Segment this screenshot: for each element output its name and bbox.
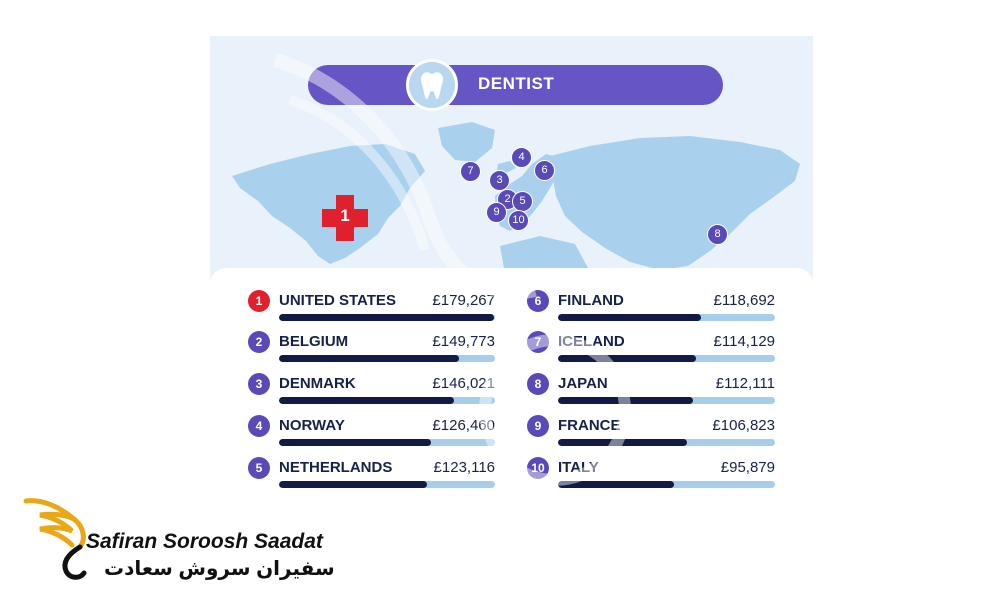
ranking-row: 8 JAPAN £112,111 — [527, 373, 775, 407]
header-banner — [308, 65, 723, 105]
swan-wing-logo — [22, 493, 102, 581]
salary-bar — [279, 397, 455, 404]
salary-bar — [279, 481, 427, 488]
salary-bar-track — [558, 314, 775, 321]
first-place-number: 1 — [340, 206, 350, 225]
salary-bar-track — [558, 481, 775, 488]
salary-bar-track — [279, 481, 495, 488]
map-pin: 10 — [508, 210, 529, 231]
country-name: NETHERLANDS — [279, 459, 393, 476]
rank-badge: 10 — [527, 457, 549, 479]
infographic-card: 1 7 4 6 3 2 5 9 10 8 DENTIST 1 UNITED STA… — [210, 36, 813, 508]
salary-bar — [558, 439, 687, 446]
ranking-row: 6 FINLAND £118,692 — [527, 290, 775, 324]
salary-bar — [558, 481, 674, 488]
rank-badge: 3 — [248, 373, 270, 395]
salary-bar — [558, 397, 694, 404]
salary-bar-track — [279, 439, 495, 446]
map-pin: 9 — [486, 202, 507, 223]
salary-bar — [558, 355, 696, 362]
map-pin: 4 — [511, 147, 532, 168]
ranking-row: 3 DENMARK £146,021 — [248, 373, 495, 407]
world-map-land — [232, 122, 800, 274]
country-name: FRANCE — [558, 417, 621, 434]
salary-bar-track — [558, 355, 775, 362]
country-name: UNITED STATES — [279, 292, 396, 309]
ranking-row: 1 UNITED STATES £179,267 — [248, 290, 495, 324]
map-pin: 5 — [512, 191, 533, 212]
country-name: JAPAN — [558, 375, 608, 392]
brand-name-persian: سفیران سروش سعادت — [104, 558, 335, 580]
salary-bar-track — [279, 397, 495, 404]
salary-value: £112,111 — [715, 375, 775, 392]
rank-badge: 7 — [527, 331, 549, 353]
salary-bar-track — [279, 355, 495, 362]
salary-bar-track — [279, 314, 495, 321]
country-name: DENMARK — [279, 375, 356, 392]
tooth-icon — [406, 59, 458, 111]
country-name: NORWAY — [279, 417, 345, 434]
first-place-marker: 1 — [322, 195, 368, 241]
salary-value: £95,879 — [720, 459, 775, 476]
salary-value: £126,460 — [432, 417, 495, 434]
country-name: BELGIUM — [279, 333, 349, 350]
rank-badge: 1 — [248, 290, 270, 312]
salary-bar-track — [558, 439, 775, 446]
ranking-row: 5 NETHERLANDS £123,116 — [248, 457, 495, 491]
rank-badge: 8 — [527, 373, 549, 395]
country-name: FINLAND — [558, 292, 624, 309]
brand-name-english: Safiran Soroosh Saadat — [86, 530, 323, 553]
ranking-row: 10 ITALY £95,879 — [527, 457, 775, 491]
map-pin: 6 — [534, 160, 555, 181]
country-name: ITALY — [558, 459, 599, 476]
salary-value: £123,116 — [433, 459, 495, 476]
ranking-row: 9 FRANCE £106,823 — [527, 415, 775, 449]
map-pin: 3 — [489, 170, 510, 191]
salary-bar — [279, 355, 459, 362]
salary-bar — [558, 314, 701, 321]
salary-value: £146,021 — [432, 375, 495, 392]
map-pin: 7 — [460, 161, 481, 182]
salary-value: £106,823 — [712, 417, 775, 434]
country-name: ICELAND — [558, 333, 625, 350]
ranking-row: 4 NORWAY £126,460 — [248, 415, 495, 449]
rank-badge: 6 — [527, 290, 549, 312]
map-pin: 8 — [707, 224, 728, 245]
salary-value: £179,267 — [432, 292, 495, 309]
salary-bar — [279, 314, 495, 321]
rank-badge: 4 — [248, 415, 270, 437]
salary-value: £114,129 — [713, 333, 775, 350]
ranking-row: 2 BELGIUM £149,773 — [248, 331, 495, 365]
rank-badge: 9 — [527, 415, 549, 437]
salary-value: £149,773 — [432, 333, 495, 350]
salary-bar-track — [558, 397, 775, 404]
header-title: DENTIST — [478, 74, 555, 93]
rank-badge: 2 — [248, 331, 270, 353]
ranking-list: 1 UNITED STATES £179,267 2 BELGIUM £149,773 3 D… — [210, 268, 813, 508]
salary-bar — [279, 439, 431, 446]
rank-badge: 5 — [248, 457, 270, 479]
ranking-row: 7 ICELAND £114,129 — [527, 331, 775, 365]
salary-value: £118,692 — [713, 292, 775, 309]
